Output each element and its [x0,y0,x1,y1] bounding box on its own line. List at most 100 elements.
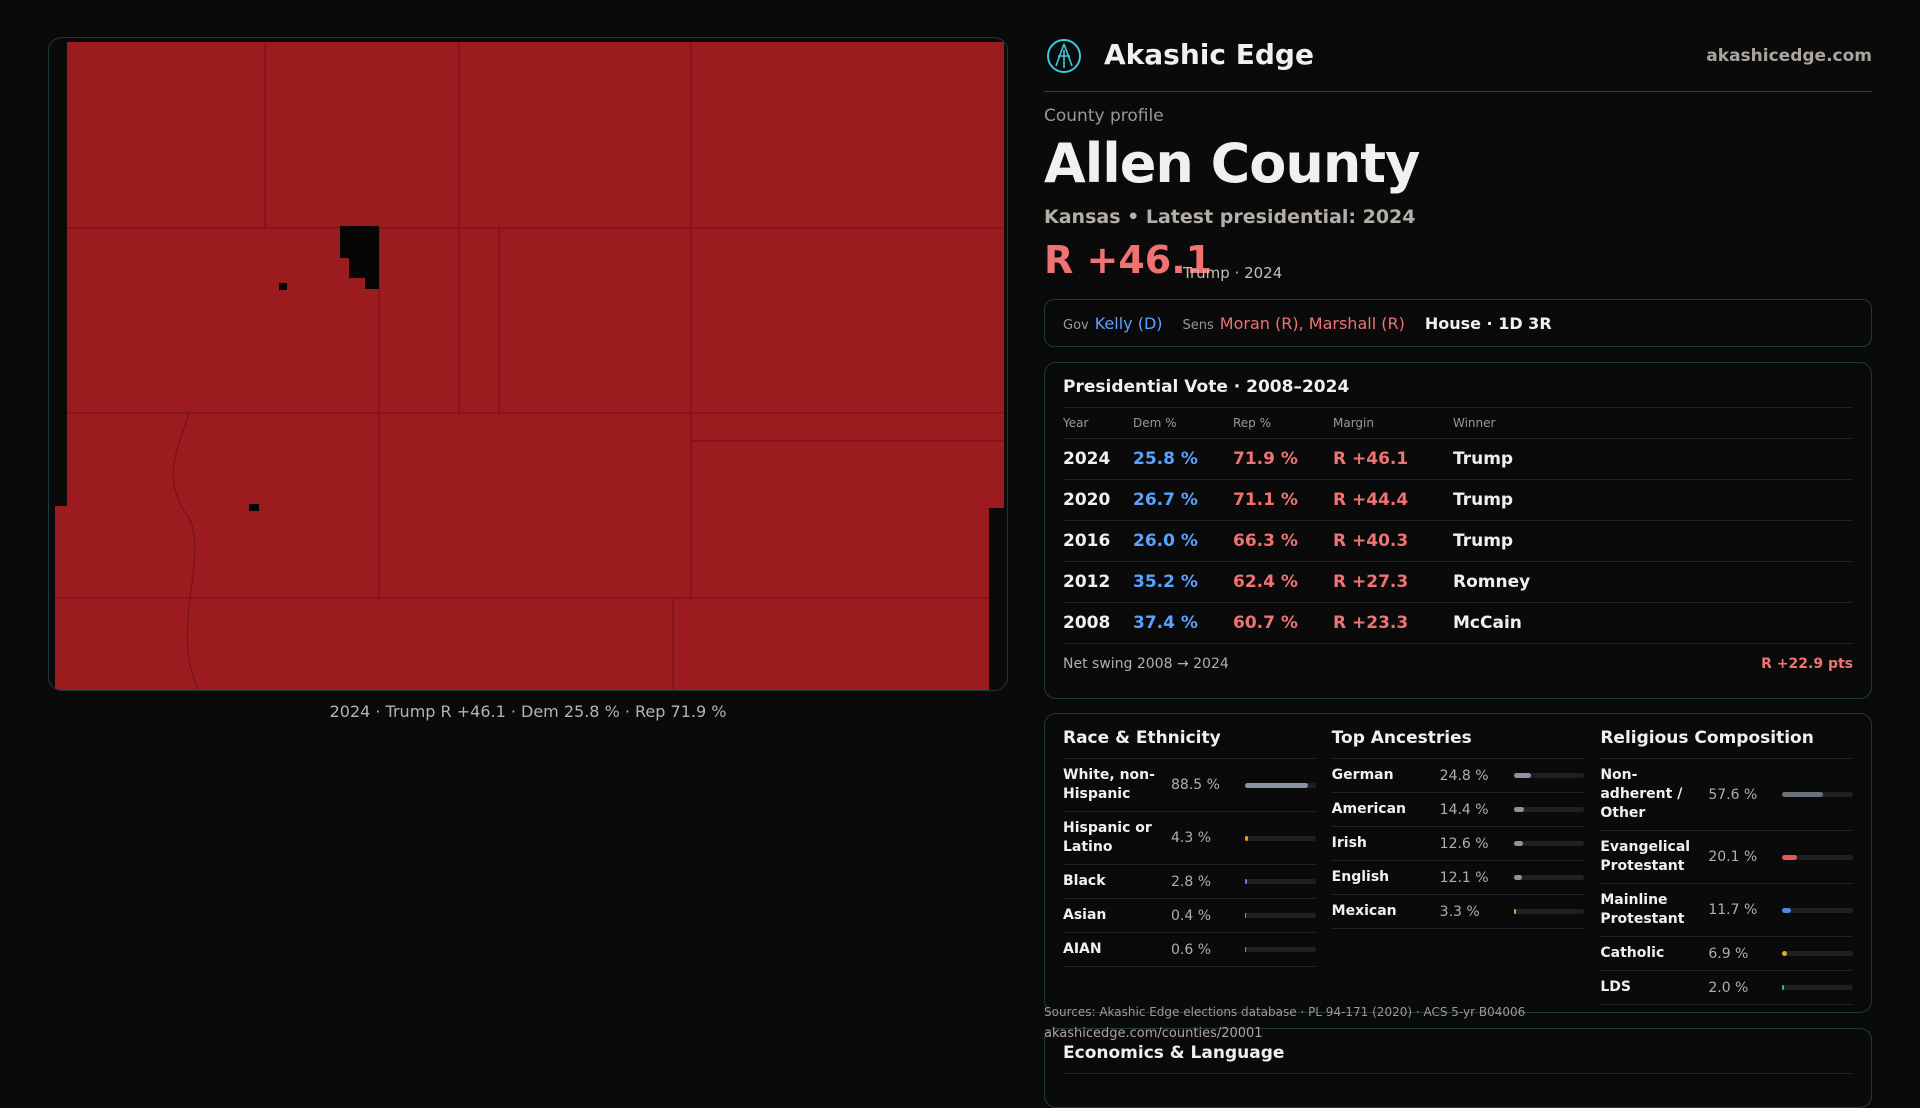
city-notch [340,226,379,289]
item-bar-fill [1245,947,1247,952]
col-dem: Dem % [1133,408,1233,439]
item-label: Non-adherent / Other [1600,767,1683,821]
list-item: AIAN 0.6 % [1063,933,1316,967]
header: Akashic Edge akashicedge.com [1044,36,1872,92]
item-bar [1245,879,1316,884]
item-label: American [1331,801,1407,817]
item-value: 4.3 % [1171,830,1212,846]
item-bar-fill [1245,835,1249,841]
gov-label: Gov [1063,318,1089,333]
page-url[interactable]: akashicedge.com/counties/20001 [1044,1026,1263,1041]
item-bar [1782,951,1854,956]
site-link[interactable]: akashicedge.com [1706,46,1872,66]
item-bar [1245,913,1316,918]
township-boundaries [55,42,1004,690]
item-bar-fill [1245,879,1247,884]
cell-dem-pct: 26.0 % [1133,520,1233,562]
cell-year: 2020 [1063,479,1133,521]
southeast-notch [989,508,1004,690]
cell-winner: Trump [1453,520,1853,562]
page-subtitle: Kansas • Latest presidential: 2024 [1044,206,1416,228]
cell-dem-pct: 26.7 % [1133,479,1233,521]
item-label: Mainline Protestant [1600,892,1685,927]
list-item: Asian 0.4 % [1063,899,1316,933]
list-item: English 12.1 % [1331,861,1585,895]
item-label: Black [1063,873,1106,889]
list-item: German 24.8 % [1331,759,1585,793]
list-item: Non-adherent / Other 57.6 % [1600,759,1854,831]
list-item: Mainline Protestant 11.7 % [1600,884,1854,937]
item-label: LDS [1600,979,1631,995]
table-row: 2012 35.2 % 62.4 % R +27.3 Romney [1063,561,1853,603]
item-value: 12.1 % [1439,869,1489,886]
item-value: 0.6 % [1171,941,1212,958]
col-year: Year [1063,408,1133,439]
list-item: Mexican 3.3 % [1331,895,1585,929]
cell-year: 2024 [1063,438,1133,480]
sens-label: Sens [1182,318,1214,333]
table-row: 2024 25.8 % 71.9 % R +46.1 Trump [1063,438,1853,480]
page-kicker: County profile [1044,106,1164,126]
net-swing: Net swing 2008 → 2024 R +22.9 pts [1063,656,1853,672]
cell-rep-pct: 71.9 % [1233,438,1333,480]
item-label: Hispanic or Latino [1063,820,1152,855]
cell-rep-pct: 71.1 % [1233,479,1333,521]
cell-margin: R +40.3 [1333,520,1453,562]
cell-dem-pct: 37.4 % [1133,602,1233,644]
map-caption: 2024 · Trump R +46.1 · Dem 25.8 % · Rep … [329,702,727,721]
county-map[interactable] [48,37,1008,691]
demographics-panel: Race & Ethnicity White, non-Hispanic 88.5 … [1044,713,1872,1013]
officials-bar: Gov Kelly (D) Sens Moran (R), Marshall (… [1044,299,1872,347]
item-bar-fill [1513,875,1523,880]
demographic-group: Top Ancestries German 24.8 % American 14.4 %… [1331,728,1585,998]
item-value: 24.8 % [1439,767,1489,784]
col-rep: Rep % [1233,408,1333,439]
item-value: 3.3 % [1439,903,1480,920]
item-label: German [1331,767,1394,783]
item-bar-fill [1245,782,1308,788]
item-bar-fill [1513,807,1524,812]
list-item: Hispanic or Latino 4.3 % [1063,812,1316,865]
table-row: 2008 37.4 % 60.7 % R +23.3 McCain [1063,602,1853,644]
list-item: American 14.4 % [1331,793,1585,827]
list-item: Black 2.8 % [1063,865,1316,899]
latest-margin-winner: Trump · 2024 [1183,264,1283,282]
item-bar [1245,947,1316,952]
item-value: 2.8 % [1171,873,1212,890]
cell-winner: Romney [1453,561,1853,603]
item-bar-fill [1782,907,1791,913]
item-bar-fill [1513,841,1523,846]
item-bar [1782,907,1854,913]
item-bar [1513,875,1585,880]
akashic-logo-icon[interactable] [1046,38,1082,74]
demographic-group: Religious Composition Non-adherent / Othe… [1600,728,1854,1005]
item-label: AIAN [1063,941,1102,957]
item-value: 12.6 % [1439,835,1489,852]
list-item: Catholic 6.9 % [1600,937,1854,971]
item-bar-fill [1782,985,1784,990]
item-value: 14.4 % [1439,801,1489,818]
swing-label: Net swing 2008 → 2024 [1063,656,1229,672]
cell-margin: R +23.3 [1333,602,1453,644]
county-shape[interactable] [55,42,1004,691]
brand-name[interactable]: Akashic Edge [1104,38,1314,71]
economics-title: Economics & Language [1063,1043,1853,1074]
item-bar [1782,854,1854,860]
cell-year: 2012 [1063,561,1133,603]
governor: Kelly (D) [1094,314,1163,333]
item-value: 0.4 % [1171,907,1212,924]
item-bar [1513,841,1585,846]
item-value: 2.0 % [1708,979,1749,996]
senators: Moran (R), Marshall (R) [1219,314,1405,333]
cell-dem-pct: 25.8 % [1133,438,1233,480]
cell-margin: R +27.3 [1333,561,1453,603]
list-item: Irish 12.6 % [1331,827,1585,861]
item-value: 57.6 % [1708,786,1758,803]
item-bar-fill [1782,854,1797,860]
item-bar-fill [1513,773,1532,778]
cell-margin: R +46.1 [1333,438,1453,480]
item-bar [1513,773,1585,778]
county-map-svg [55,42,1004,691]
cell-rep-pct: 60.7 % [1233,602,1333,644]
cell-margin: R +44.4 [1333,479,1453,521]
